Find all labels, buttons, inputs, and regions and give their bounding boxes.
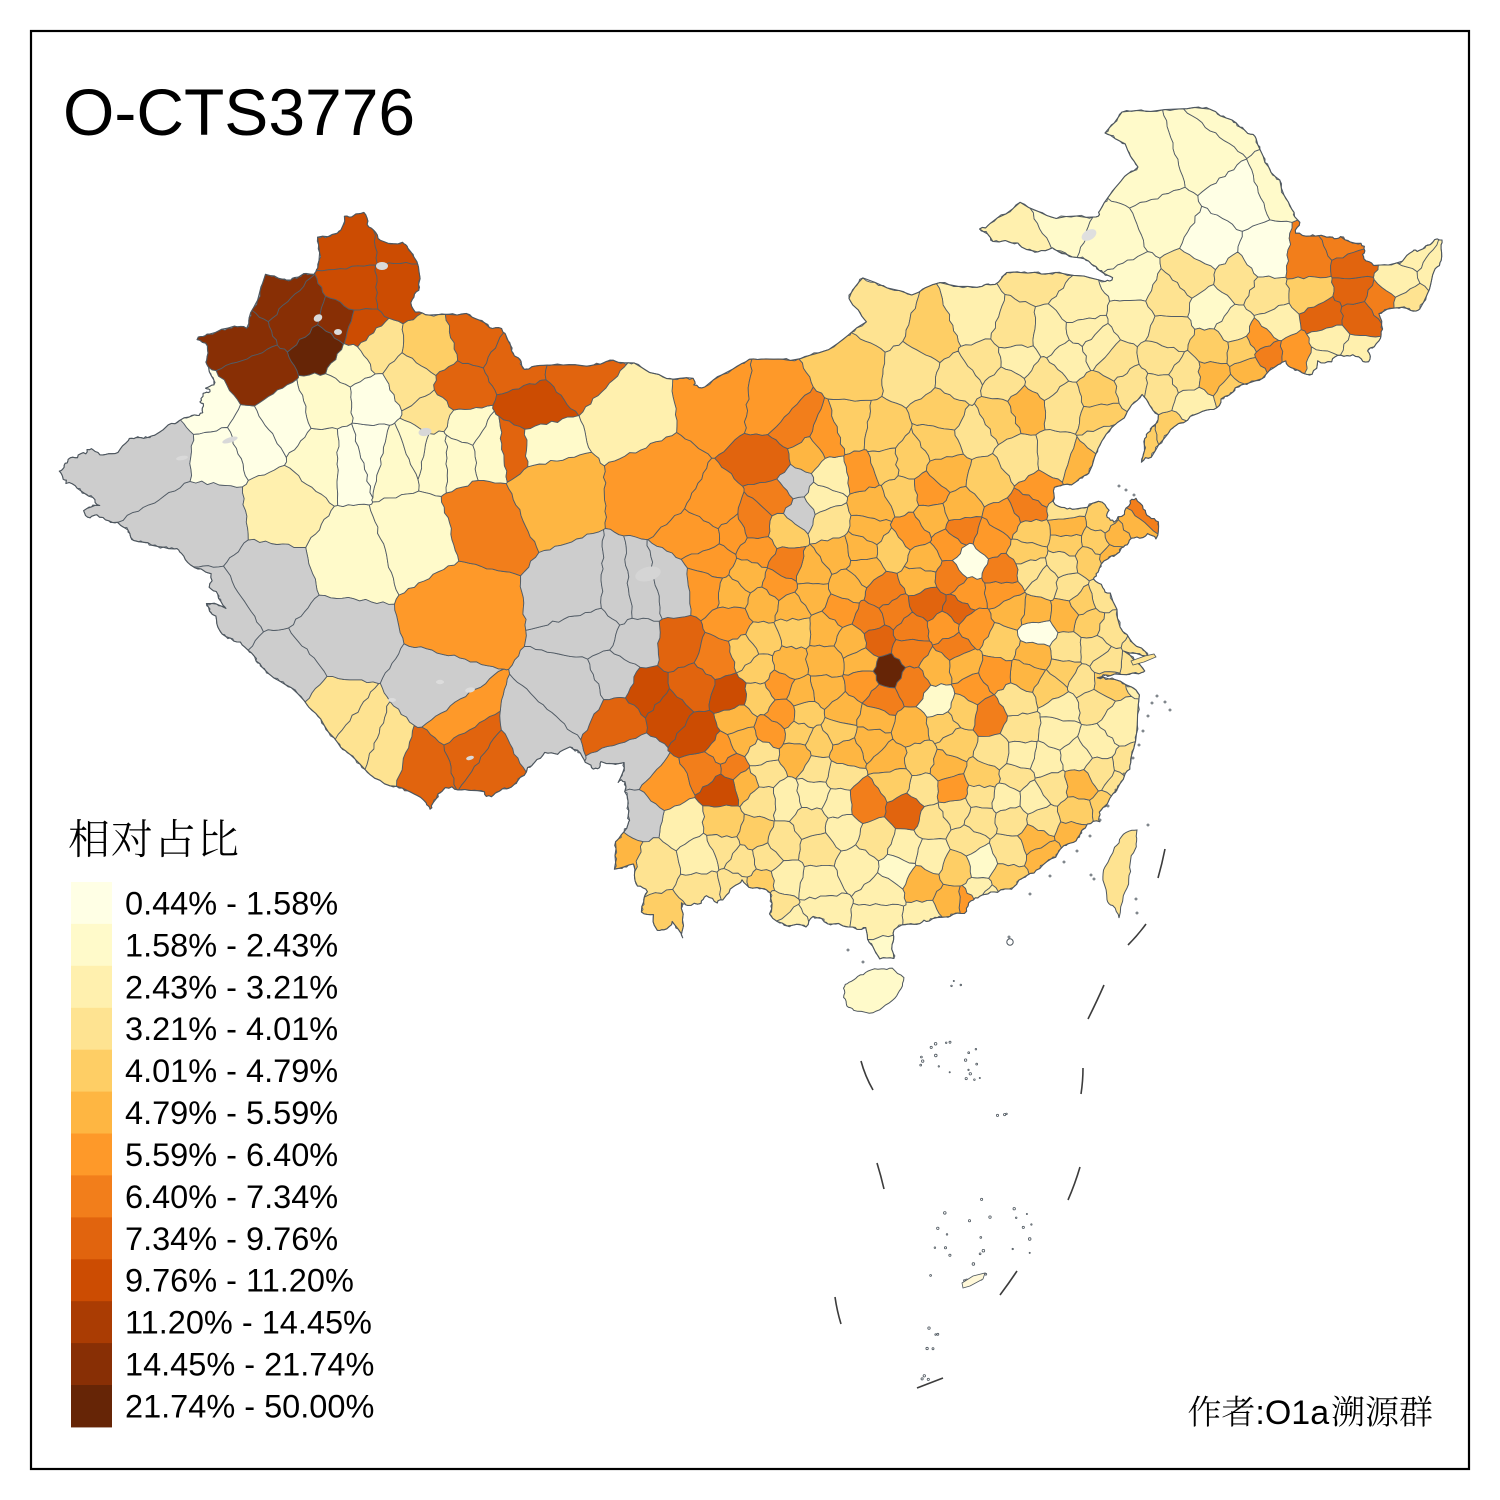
- svg-text:7.34% - 9.76%: 7.34% - 9.76%: [125, 1221, 338, 1257]
- svg-text:4.79% - 5.59%: 4.79% - 5.59%: [125, 1095, 338, 1131]
- svg-text:9.76% - 11.20%: 9.76% - 11.20%: [125, 1263, 354, 1299]
- svg-text:4.01% - 4.79%: 4.01% - 4.79%: [125, 1053, 338, 1089]
- svg-text:14.45% - 21.74%: 14.45% - 21.74%: [125, 1347, 374, 1383]
- svg-text::O1a: :O1a: [1255, 1394, 1329, 1432]
- svg-text:0.44% - 1.58%: 0.44% - 1.58%: [125, 886, 338, 922]
- svg-text:21.74% - 50.00%: 21.74% - 50.00%: [125, 1389, 374, 1425]
- svg-text:3.21% - 4.01%: 3.21% - 4.01%: [125, 1011, 338, 1047]
- svg-text:O-CTS3776: O-CTS3776: [63, 75, 415, 149]
- svg-text:1.58% - 2.43%: 1.58% - 2.43%: [125, 927, 338, 963]
- svg-text:2.43% - 3.21%: 2.43% - 3.21%: [125, 969, 338, 1005]
- svg-text:5.59% - 6.40%: 5.59% - 6.40%: [125, 1137, 338, 1173]
- svg-text:11.20% - 14.45%: 11.20% - 14.45%: [125, 1305, 372, 1341]
- svg-text:6.40% - 7.34%: 6.40% - 7.34%: [125, 1179, 338, 1215]
